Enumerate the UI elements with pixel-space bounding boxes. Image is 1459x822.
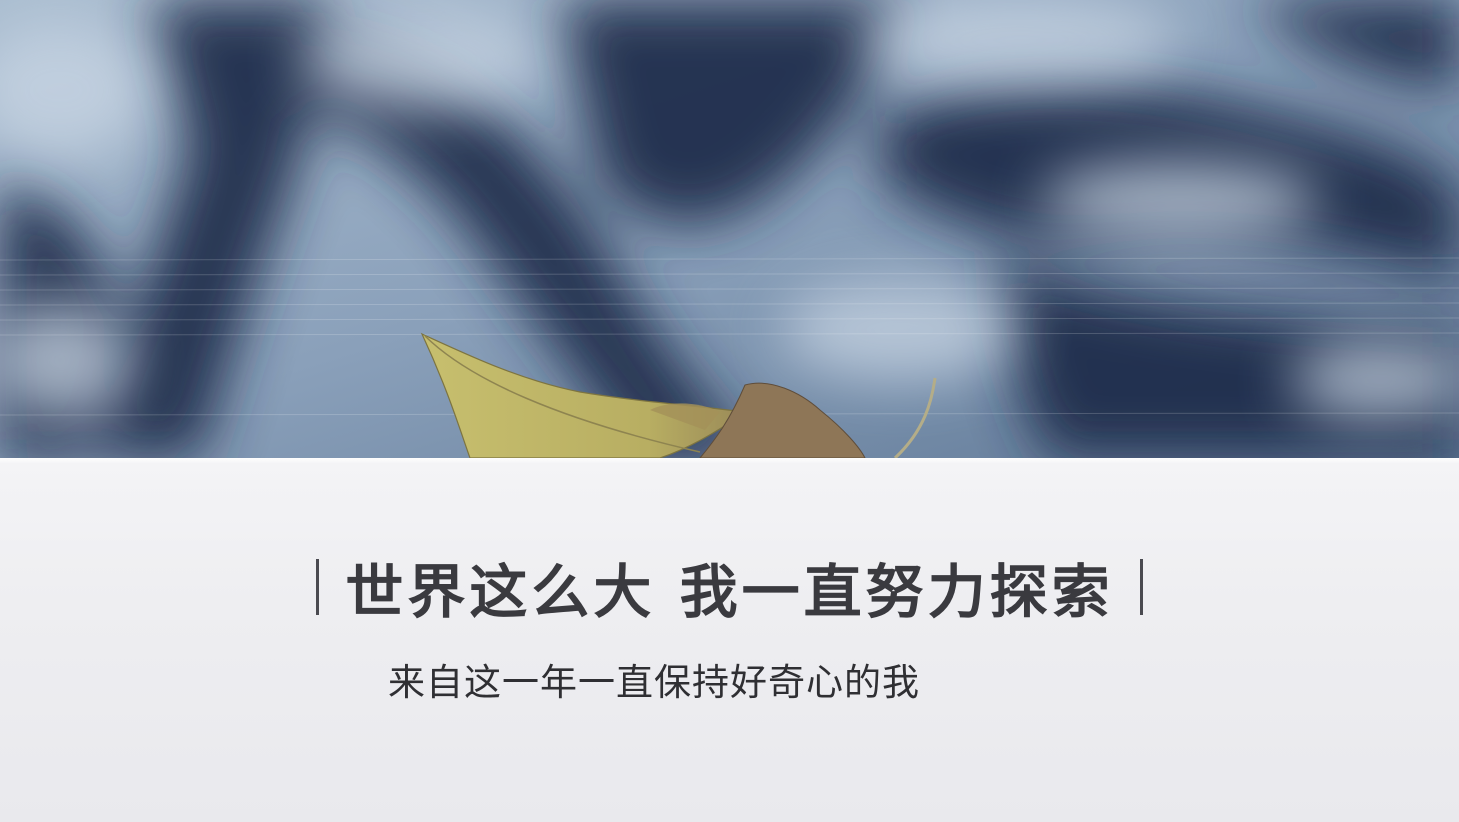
leaf	[420, 332, 937, 458]
white-panel	[0, 458, 1459, 822]
right-bar-divider	[1139, 559, 1143, 615]
panel-sheen	[0, 458, 1459, 464]
subline-text: 来自这一年一直保持好奇心的我	[388, 661, 920, 704]
headline-text: 世界这么大 我一直努力探索	[345, 558, 1114, 626]
background-photo	[0, 0, 1459, 458]
headline: 世界这么大 我一直努力探索	[0, 545, 1459, 629]
left-bar-divider	[316, 559, 320, 615]
